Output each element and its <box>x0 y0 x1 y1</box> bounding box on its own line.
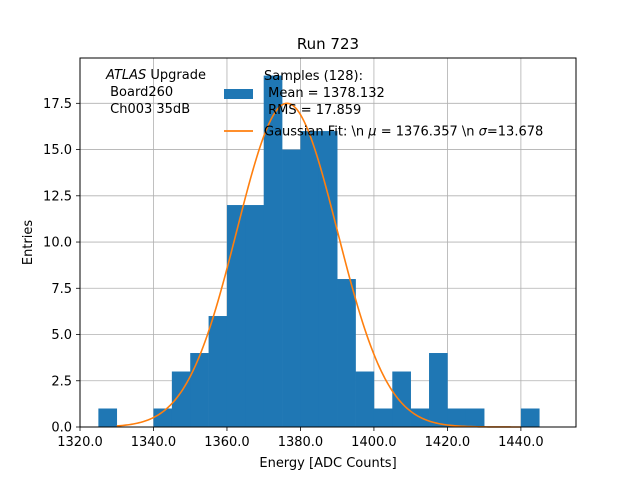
histogram-bar <box>429 353 448 427</box>
x-axis-label: Energy [ADC Counts] <box>259 456 396 471</box>
y-tick-label: 5.0 <box>51 328 72 343</box>
legend-hist-label: RMS = 17.859 <box>264 103 361 118</box>
x-tick-label: 1380.0 <box>278 435 324 450</box>
y-tick-label: 12.5 <box>43 189 72 204</box>
legend-fit-part: Gaussian Fit: \n <box>264 125 368 140</box>
legend-fit-part: =13.678 <box>487 125 543 140</box>
legend-hist-label: Mean = 1378.132 <box>264 86 385 101</box>
annotation-italic: ATLAS <box>105 68 146 83</box>
legend-fit-part: μ <box>367 125 376 140</box>
legend-fit-part: = 1376.357 \n <box>377 125 479 140</box>
histogram-bar <box>282 149 301 427</box>
histogram-bars <box>98 75 540 428</box>
axis-ticks: 1320.0 1340.0 1360.0 1380.0 1400.0 1420.0 1440… <box>43 97 544 450</box>
histogram-bar <box>226 205 246 427</box>
gaussian-fit-line <box>116 102 521 428</box>
y-tick-label: 17.5 <box>43 97 72 112</box>
annotation-rest: Upgrade <box>146 68 206 83</box>
legend-fit-label: Gaussian Fit: \n μ = 1376.357 \n σ=13.67… <box>264 125 543 140</box>
y-tick-label: 7.5 <box>51 282 72 297</box>
histogram-bar <box>300 131 320 427</box>
histogram-bar <box>337 279 356 427</box>
histogram-bar <box>520 408 540 427</box>
y-tick-label: 15.0 <box>43 143 72 158</box>
histogram-bar <box>208 316 228 427</box>
histogram-bar <box>447 408 467 427</box>
histogram-bar <box>263 75 283 428</box>
chart-title: Run 723 <box>297 35 359 53</box>
x-tick-label: 1420.0 <box>425 435 471 450</box>
x-tick-label: 1400.0 <box>351 435 397 450</box>
histogram-bar <box>318 131 338 427</box>
y-tick-label: 10.0 <box>43 236 72 251</box>
x-tick-label: 1440.0 <box>498 435 544 450</box>
annotation-line: Board260 <box>106 85 173 100</box>
gaussian-fit-layer <box>116 102 521 428</box>
plot-frame <box>79 57 577 428</box>
legend-hist-label: Samples (128): <box>264 69 363 84</box>
histogram-bar <box>153 408 173 427</box>
histogram-bar <box>373 408 393 427</box>
y-tick-label: 2.5 <box>51 374 72 389</box>
atlas-annotation: ATLAS Upgrade Board260 Ch003 35dB <box>105 68 206 117</box>
histogram-bar <box>392 371 411 427</box>
x-tick-label: 1340.0 <box>131 435 177 450</box>
annotation-line: Ch003 35dB <box>106 102 190 117</box>
legend: Samples (128): Mean = 1378.132 RMS = 17.… <box>224 69 543 140</box>
histogram-bar <box>190 353 209 427</box>
x-tick-label: 1320.0 <box>57 435 103 450</box>
legend-hist-swatch <box>224 89 253 99</box>
histogram-bar <box>245 205 265 427</box>
legend-fit-part: σ <box>479 125 488 140</box>
histogram-bar <box>355 371 375 427</box>
histogram-bar <box>465 408 485 427</box>
annotation-line: ATLAS Upgrade <box>105 68 206 83</box>
y-axis-label: Entries <box>21 220 36 266</box>
y-tick-label: 0.0 <box>51 421 72 436</box>
histogram-bar <box>98 408 118 427</box>
x-tick-label: 1360.0 <box>204 435 250 450</box>
